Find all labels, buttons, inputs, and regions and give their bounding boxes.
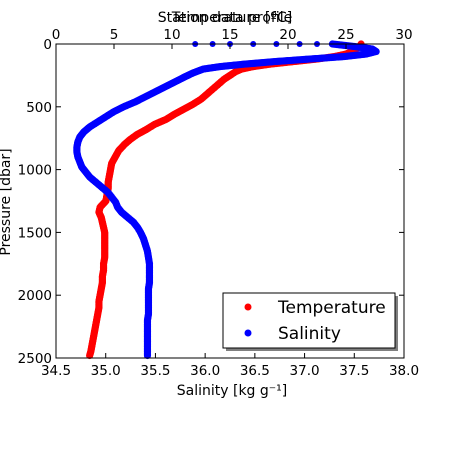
y-tick-label: 2500 [18, 351, 52, 367]
y-tick-label: 1000 [18, 163, 52, 179]
y-tick-label: 1500 [18, 225, 52, 241]
y-tick-label: 0 [43, 37, 52, 53]
legend: Temperature Salinity [222, 292, 398, 351]
top-tick-labels: 0 5 10 15 20 25 30 [52, 27, 413, 43]
salinity-series [73, 40, 380, 360]
y-axis-label: Pressure [dbar] [0, 148, 14, 255]
legend-label-salinity: Salinity [278, 324, 341, 344]
x-axis-label: Salinity [kg g⁻¹] [177, 383, 288, 399]
x2-tick-label: 30 [395, 27, 412, 43]
x-tick-label: 37.0 [290, 363, 320, 379]
legend-marker-temperature [244, 303, 252, 311]
top-axis-title: Temperature [ºC] [171, 10, 292, 26]
x-tick-label: 35.0 [91, 363, 121, 379]
salinity-point [143, 351, 152, 360]
x-tick-label: 36.0 [190, 363, 220, 379]
y-tick-label: 500 [26, 100, 52, 116]
legend-marker-salinity [244, 329, 252, 337]
x-tick-label: 38.0 [389, 363, 419, 379]
axis-ticks [55, 43, 405, 359]
x-tick-label: 37.5 [339, 363, 369, 379]
x-tick-label: 34.5 [41, 363, 71, 379]
x2-tick-label: 10 [163, 27, 180, 43]
legend-box [222, 292, 396, 349]
x-tick-label: 36.5 [240, 363, 270, 379]
legend-label-temperature: Temperature [277, 298, 386, 318]
x2-tick-label: 25 [337, 27, 354, 43]
left-tick-labels: 0 500 1000 1500 2000 2500 [18, 37, 52, 367]
chart-title: Station data profile [158, 10, 292, 26]
x2-tick-label: 5 [110, 27, 119, 43]
temperature-point [86, 351, 94, 360]
y-tick-label: 2000 [18, 288, 52, 304]
x-tick-label: 35.5 [140, 363, 170, 379]
x2-tick-label: 0 [52, 27, 61, 43]
x2-tick-label: 15 [221, 27, 238, 43]
x2-tick-label: 20 [279, 27, 296, 43]
bottom-tick-labels: 34.5 35.0 35.5 36.0 36.5 37.0 37.5 38.0 [41, 363, 419, 379]
